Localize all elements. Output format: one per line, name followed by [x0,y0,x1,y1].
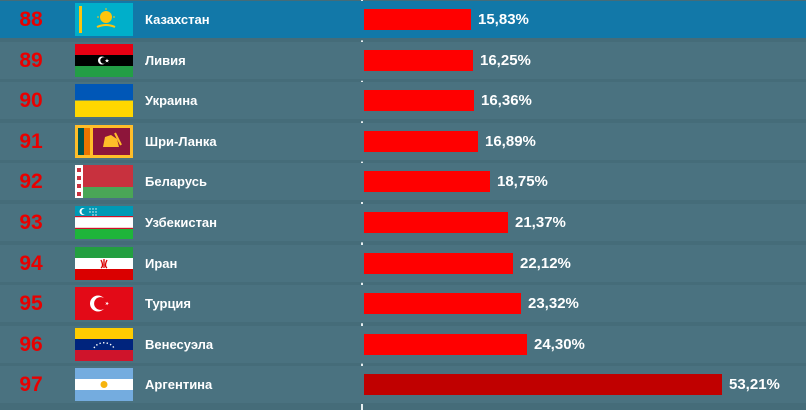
chart-row: 91 Шри-Ланка 16,89% [0,122,806,160]
rank-label: 93 [19,211,43,234]
rank-label: 96 [19,332,43,356]
rank-label: 92 [19,170,43,194]
country-label: Венесуэла [145,336,214,352]
data-label: 23,32% [528,295,579,313]
chart-row: 89 Ливия 16,25% [0,41,806,79]
country-label: Турция [145,296,192,312]
ukraine-flag [75,84,133,118]
country-label: Беларусь [145,174,207,190]
data-label: 16,89% [485,132,536,150]
country-label: Казахстан [145,12,210,27]
chart-row: 88 Казахстан 15,83% [0,1,806,38]
chart-bar [364,374,722,396]
chart-bar [364,333,527,355]
rank-label: 90 [19,89,43,113]
chart-row: 90 Украина 16,36% [0,82,806,120]
rank-label: 95 [19,292,43,316]
rank-label: 89 [19,48,43,72]
data-label: 24,30% [534,335,585,353]
chart-bar [364,293,521,315]
uzbekistan-flag [75,206,133,239]
data-label: 22,12% [520,254,571,272]
argentina-flag [75,368,133,402]
venezuela-flag [75,327,133,361]
chart-row: 94 Иран 22,12% [0,244,806,282]
kazakhstan-flag [75,3,133,36]
chart-row: 92 Беларусь 18,75% [0,163,806,201]
data-label: 16,25% [480,51,531,69]
chart-row: 97 Аргентина 53,21% [0,366,806,404]
rank-label: 91 [19,129,43,153]
chart-row: 96 Венесуэла 24,30% [0,325,806,363]
iran-flag [75,246,133,280]
turkey-flag [75,287,133,321]
chart-row: 95 Турция 23,32% [0,285,806,323]
chart-bar [364,171,490,193]
data-label: 16,36% [481,92,532,110]
data-label: 21,37% [515,214,566,231]
country-label: Ливия [145,52,186,68]
country-label: Иран [145,255,178,271]
data-label: 18,75% [497,173,548,191]
country-label: Аргентина [145,377,213,393]
chart-bar [364,130,478,152]
belarus-flag [75,165,133,199]
rank-label: 97 [19,373,43,397]
libya-flag [75,43,133,77]
rank-label: 88 [19,8,43,31]
country-label: Узбекистан [145,215,218,230]
country-label: Украина [145,93,198,109]
chart-row: 93 Узбекистан 21,37% [0,204,806,241]
chart-bar [364,252,513,274]
country-label: Шри-Ланка [145,133,217,149]
chart-bar [364,9,471,30]
data-label: 53,21% [729,376,780,394]
chart-bar [364,212,508,233]
chart-bar [364,90,474,112]
rank-label: 94 [19,251,43,275]
chart-bar [364,49,473,71]
data-label: 15,83% [478,11,529,28]
sri-lanka-flag [75,124,133,158]
